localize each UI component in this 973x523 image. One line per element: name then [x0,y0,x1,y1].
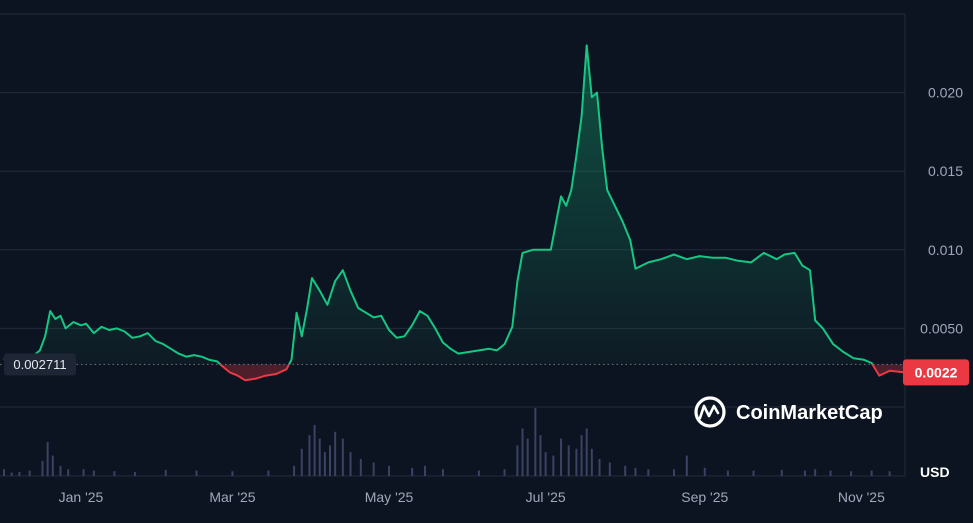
volume-bar [598,459,601,476]
volume-bar [133,471,136,476]
volume-bar [82,469,85,476]
volume-bar [580,435,583,476]
volume-bar [3,469,5,476]
x-axis: Jan '25 Mar '25 May '25 Jul '25 Sep '25 Nov '… [59,489,885,505]
volume-bar [300,448,303,476]
volume-bar [313,425,316,476]
volume-bar [46,442,49,476]
y-tick-label: 0.015 [928,163,963,179]
volume-bar [359,459,362,476]
current-price-label: 0.0022 [915,364,958,380]
volume-bar [323,452,326,476]
volume-bar [544,452,547,476]
volume-bar [534,408,537,476]
volume-bar [318,438,321,476]
volume-bar [521,428,524,476]
volume-bar [552,455,555,476]
volume-bar [59,465,62,476]
volume-bar [829,470,832,476]
volume-bar [575,448,578,476]
y-axis: 0.0050 0.010 0.015 0.020 [920,85,963,337]
gridlines [0,13,906,477]
volume-bar [423,465,426,476]
volume-bar [647,469,650,476]
volume-bar [231,471,234,476]
volume-bar [388,465,391,476]
volume-bar [726,470,729,476]
volume-bar [267,470,270,476]
volume-bar [41,461,44,476]
volume-bar [411,467,414,476]
watermark-text: CoinMarketCap [736,402,883,424]
start-price-label: 0.002711 [13,357,66,372]
volume-bar [477,470,480,476]
price-area [3,44,906,382]
volume-bar [526,438,529,476]
volume-bar [850,471,853,476]
volume-bar [10,472,13,476]
current-price-badge: 0.0022 [903,359,969,386]
volume-bar [195,470,198,476]
volume-bar [349,452,352,476]
volume-bar [608,462,611,476]
volume-bar [634,467,637,476]
price-fill-down [4,364,905,381]
volume-bar [539,435,542,476]
volume-bar [164,469,167,476]
price-fill-up [4,45,873,365]
x-tick-label: Jan '25 [59,489,104,505]
coinmarketcap-logo-icon [694,396,726,428]
volume-bar [113,471,116,476]
volume-bar [341,438,344,476]
volume-bar [780,469,783,476]
x-tick-label: Jul '25 [526,489,566,505]
x-tick-label: May '25 [365,489,414,505]
x-tick-label: Mar '25 [209,489,255,505]
volume-bar [92,470,95,476]
volume-bar [590,448,593,476]
volume-bar [503,469,506,476]
volume-bar [372,462,375,476]
volume-bar [585,428,588,476]
volume-bar [441,469,444,476]
volume-bar [516,445,519,476]
volume-bar [28,470,31,476]
volume-bar [870,470,873,476]
volume-bar [624,465,627,476]
currency-label: USD [920,464,950,480]
volume-bar [672,469,675,476]
volume-bar [685,455,688,476]
price-line-up [3,44,874,365]
volume-bar [703,467,706,476]
volume-bar [293,465,296,476]
volume-bar [814,469,817,476]
y-tick-label: 0.020 [928,85,963,101]
volume-bar [18,471,21,476]
volume-bars [3,408,891,476]
volume-bar [752,470,755,476]
x-tick-label: Sep '25 [681,489,728,505]
volume-bar [51,455,54,476]
coinmarketcap-watermark: CoinMarketCap [694,396,883,428]
volume-bar [308,435,311,476]
volume-bar [888,471,891,476]
x-tick-label: Nov '25 [838,489,885,505]
start-price-badge: 0.002711 [4,353,76,376]
volume-bar [334,431,337,476]
y-tick-label: 0.010 [928,242,963,258]
volume-bar [567,445,570,476]
volume-bar [67,469,70,476]
volume-bar [560,438,563,476]
volume-bar [803,470,806,476]
volume-bar [329,445,332,476]
y-tick-label: 0.0050 [920,320,963,336]
